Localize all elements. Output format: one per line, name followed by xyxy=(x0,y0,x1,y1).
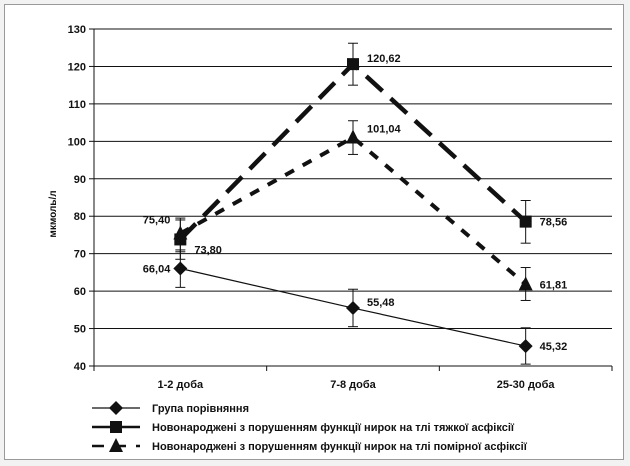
legend-marker xyxy=(109,438,123,452)
y-tick-label: 110 xyxy=(68,99,86,111)
data-point xyxy=(518,276,533,291)
series-layer: 66,04 55,48 45,32 73,80 120,62 78,56 75,40 101,… xyxy=(143,42,568,365)
legend: Група порівняння Новонароджені з порушенн… xyxy=(92,401,528,453)
y-tick-label: 130 xyxy=(68,24,86,36)
y-tick-label: 40 xyxy=(74,361,86,373)
legend-item-3: Новонароджені з порушенням функції нирок… xyxy=(92,438,528,453)
y-tick-label: 70 xyxy=(74,249,86,261)
data-point xyxy=(346,301,360,316)
data-label: 78,56 xyxy=(540,217,568,229)
legend-marker xyxy=(110,421,122,433)
axes: мкмоль/л 40 50 60 70 80 90 100 110 120 130 1-2 доб… xyxy=(48,24,613,391)
data-label: 75,40 xyxy=(143,214,171,226)
y-tick-label: 90 xyxy=(74,174,86,186)
data-point xyxy=(347,58,359,71)
y-tick-label: 100 xyxy=(68,136,86,148)
data-label: 66,04 xyxy=(143,263,171,275)
data-label: 101,04 xyxy=(367,123,402,135)
data-point xyxy=(518,339,533,354)
y-tick-label: 50 xyxy=(74,324,86,336)
data-point xyxy=(173,261,188,276)
y-axis-label: мкмоль/л xyxy=(48,190,59,237)
data-label: 55,48 xyxy=(367,297,395,309)
data-point xyxy=(173,225,188,240)
data-point xyxy=(519,215,532,228)
legend-label: Новонароджені з порушенням функції нирок… xyxy=(152,422,515,434)
data-point xyxy=(346,129,360,144)
legend-marker xyxy=(109,401,123,415)
legend-item-1: Група порівняння xyxy=(92,401,249,415)
series-1: 66,04 55,48 45,32 xyxy=(143,249,568,365)
y-tick-label: 120 xyxy=(68,61,86,73)
legend-label: Група порівняння xyxy=(152,403,249,415)
data-label: 61,81 xyxy=(540,279,568,291)
x-tick-label: 7-8 доба xyxy=(330,379,376,391)
series-line xyxy=(179,135,527,286)
y-tick-label: 80 xyxy=(74,211,86,223)
data-label: 120,62 xyxy=(367,53,401,65)
series-3: 75,40 101,04 61,81 xyxy=(143,120,568,301)
data-label: 73,80 xyxy=(194,244,222,256)
x-tick-label: 1-2 доба xyxy=(158,379,204,391)
legend-label: Новонароджені з порушенням функції нирок… xyxy=(152,441,528,453)
data-label: 45,32 xyxy=(540,341,568,353)
chart-frame xyxy=(4,4,624,460)
x-tick-label: 25-30 доба xyxy=(497,379,556,391)
legend-item-2: Новонароджені з порушенням функції нирок… xyxy=(92,421,515,434)
y-tick-label: 60 xyxy=(74,286,86,298)
